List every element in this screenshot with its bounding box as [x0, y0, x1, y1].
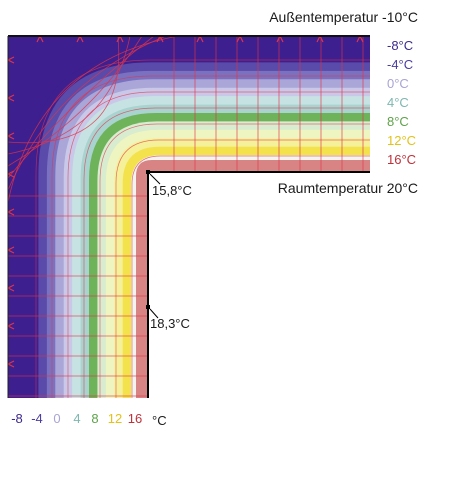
isotherm-curve: [35, 59, 370, 398]
heat-flow-curve: [8, 36, 131, 155]
isotherm-curve: [83, 107, 370, 398]
isotherm-legend-item: 12°C: [387, 133, 417, 148]
bottom-scale-item: 8: [91, 411, 99, 426]
heat-flow-curve: [8, 36, 167, 191]
heat-flow-arrow: [8, 284, 15, 292]
isotherm-legend-item: 8°C: [387, 114, 409, 129]
corner-marker: [146, 170, 150, 174]
isotherm-curve: [99, 123, 370, 398]
heat-flow-arrow: [76, 36, 84, 43]
heat-flow-arrow: [8, 208, 15, 216]
bottom-scale-item: 12: [107, 411, 123, 426]
corner-leader: [149, 173, 161, 185]
heat-flow-arrow: [36, 36, 44, 43]
heat-flow-arrow: [8, 360, 15, 368]
isotherm-curve: [51, 75, 370, 398]
heat-flow-arrow: [8, 170, 15, 178]
bottom-scale-item: -4: [31, 411, 43, 426]
heat-flow-arrow: [196, 36, 204, 43]
heat-flow-arrow: [8, 56, 15, 64]
heat-flow-grid: [8, 36, 370, 398]
wall-surface-temperature: 18,3°C: [150, 316, 190, 331]
isotherm-band: [139, 163, 370, 398]
isotherm-bands: [30, 54, 370, 398]
heat-flow-arrow: [8, 132, 15, 140]
isotherm-legend-item: -4°C: [387, 57, 414, 72]
wall-leader: [149, 308, 159, 319]
heat-flow-arrow: [8, 94, 15, 102]
bottom-scale-item: -8: [11, 411, 23, 426]
outside-temperature-label: Außentemperatur -10°C: [269, 9, 418, 25]
corner-surface-temperature: 15,8°C: [152, 183, 192, 198]
heat-flow-arrow: [236, 36, 244, 43]
bottom-scale-item: 16: [127, 411, 143, 426]
wall-marker: [146, 305, 150, 309]
isotherm-legend-item: 0°C: [387, 76, 409, 91]
isotherm-curve: [131, 155, 370, 398]
bottom-scale-item: 4: [73, 411, 81, 426]
isotherm-curve: [67, 91, 370, 398]
heat-flow-arrow: [116, 36, 124, 43]
isotherm-legend-item: 4°C: [387, 95, 409, 110]
bottom-scale-item: 0: [53, 411, 61, 426]
heat-flow-arrow: [356, 36, 364, 43]
isotherm-legend-item: -8°C: [387, 38, 414, 53]
heat-flow-arrow: [8, 322, 15, 330]
isotherm-curve: [115, 139, 370, 398]
isotherm-band: [105, 129, 370, 398]
heat-flow-arrow: [316, 36, 324, 43]
heat-flow-curve: [8, 36, 155, 179]
room-temperature-label: Raumtemperatur 20°C: [277, 180, 418, 196]
heat-flow-arrow: [8, 246, 15, 254]
heat-flow-curve: [8, 36, 179, 203]
heat-flow-curve: [8, 36, 143, 167]
heat-flow-arrow: [156, 36, 164, 43]
isotherm-legend-item: 16°C: [387, 152, 417, 167]
heat-flow-arrow: [276, 36, 284, 43]
scale-unit-label: °C: [152, 413, 167, 428]
inner-surface-band: [136, 160, 370, 398]
